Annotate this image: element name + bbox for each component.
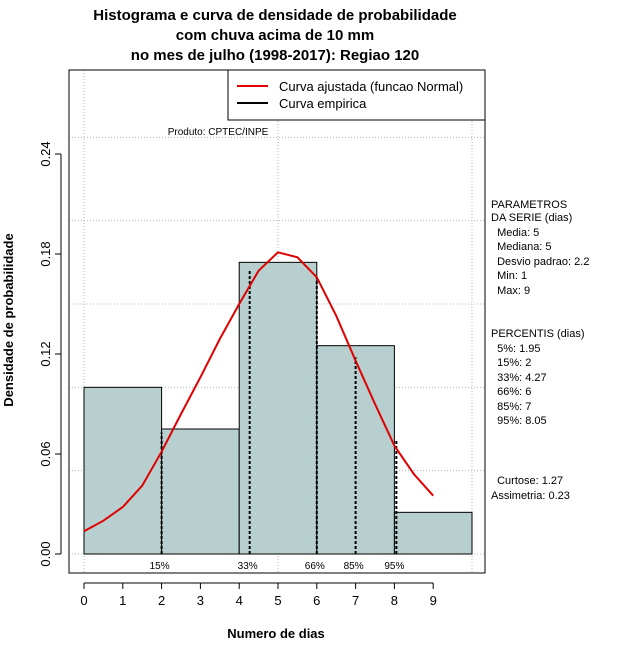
x-tick-label: 9 <box>430 593 437 608</box>
percentil-line: 85%: 7 <box>491 401 531 413</box>
param-line: Media: 5 <box>491 227 539 239</box>
legend-label-empirical: Curva empirica <box>279 96 367 111</box>
percentile-label: 95% <box>384 561 404 572</box>
title-line-1: Histograma e curva de densidade de proba… <box>93 7 456 24</box>
y-tick-label: 0.24 <box>38 141 53 166</box>
fitted-curve-line <box>83 251 434 533</box>
x-tick-label: 3 <box>197 593 204 608</box>
stats-line: Curtose: 1.27 <box>491 475 563 487</box>
x-axis-title: Numero de dias <box>227 626 325 641</box>
y-tick-label: 0.18 <box>38 241 53 266</box>
percentile-label: 15% <box>150 561 170 572</box>
parametros-block: PARAMETROS DA SERIE (dias) Media: 5 Medi… <box>491 199 589 297</box>
percentil-line: 5%: 1.95 <box>491 343 541 355</box>
legend: Curva ajustada (funcao Normal) Curva emp… <box>227 69 486 121</box>
y-axis-title: Densidade de probabilidade <box>1 233 16 406</box>
side-panel: PARAMETROS DA SERIE (dias) Media: 5 Medi… <box>491 199 589 502</box>
histogram-bar <box>393 511 473 555</box>
percentil-line: 95%: 8.05 <box>491 415 547 427</box>
param-line: Min: 1 <box>491 270 527 282</box>
legend-label-fitted: Curva ajustada (funcao Normal) <box>279 79 463 94</box>
percentil-line: 15%: 2 <box>491 357 531 369</box>
histogram-bars <box>83 261 473 555</box>
x-tick-label: 6 <box>313 593 320 608</box>
fitted-curve <box>83 251 434 533</box>
param-line: Mediana: 5 <box>491 241 552 253</box>
x-tick-label: 1 <box>119 593 126 608</box>
percentil-line: PERCENTIS (dias) <box>491 328 585 340</box>
percentile-label: 66% <box>305 561 325 572</box>
x-tick-label: 0 <box>80 593 87 608</box>
legend-box <box>227 69 486 121</box>
stats-block: Curtose: 1.27 Assimetria: 0.23 <box>491 475 570 502</box>
y-tick-label: 0.06 <box>38 441 53 466</box>
histogram-bar <box>83 386 163 555</box>
x-tick-label: 2 <box>158 593 165 608</box>
histogram-bar <box>161 428 240 555</box>
param-line: PARAMETROS <box>491 199 567 211</box>
percentil-line: 66%: 6 <box>491 386 531 398</box>
param-line: DA SERIE (dias) <box>491 212 572 224</box>
y-tick-label: 0.00 <box>38 541 53 566</box>
x-axis: 0 1 2 3 4 5 6 7 8 9 <box>80 582 437 608</box>
x-tick-label: 8 <box>391 593 398 608</box>
y-axis: 0.00 0.06 0.12 0.18 0.24 <box>38 141 62 567</box>
title-line-3: no mes de julho (1998-2017): Regiao 120 <box>131 47 419 64</box>
product-annotation: Produto: CPTEC/INPE <box>168 127 269 138</box>
x-tick-label: 5 <box>274 593 281 608</box>
param-line: Desvio padrao: 2.2 <box>491 256 589 268</box>
percentile-label: 85% <box>344 561 364 572</box>
percentil-line: 33%: 4.27 <box>491 372 547 384</box>
y-tick-label: 0.12 <box>38 341 53 366</box>
chart-title: Histograma e curva de densidade de proba… <box>93 7 456 64</box>
x-tick-label: 4 <box>236 593 243 608</box>
percentile-label: 33% <box>238 561 258 572</box>
title-line-2: com chuva acima de 10 mm <box>176 27 374 44</box>
param-line: Max: 9 <box>491 285 530 297</box>
percentis-block: PERCENTIS (dias) 5%: 1.95 15%: 2 33%: 4.… <box>491 328 585 427</box>
stats-line: Assimetria: 0.23 <box>491 490 570 502</box>
histogram-bar <box>238 261 318 555</box>
x-tick-label: 7 <box>352 593 359 608</box>
